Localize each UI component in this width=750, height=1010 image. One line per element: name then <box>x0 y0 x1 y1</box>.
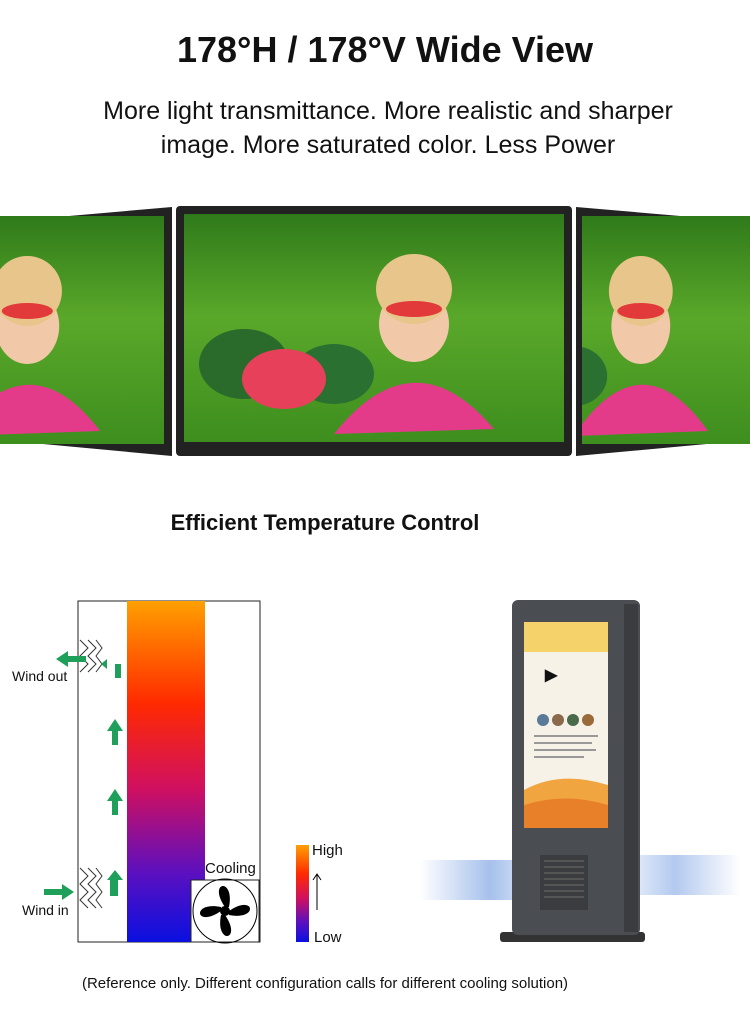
high-label: High <box>312 842 343 859</box>
displays <box>0 206 750 456</box>
cooling-label: Cooling <box>205 860 256 877</box>
subtitle-line: More light transmittance. More realistic… <box>103 97 673 125</box>
cooling-diagram: Wind out Wind in Cooling High Low <box>12 600 343 946</box>
kiosk-illustration: ▶ <box>420 600 740 942</box>
low-label: Low <box>314 929 342 946</box>
svg-text:▶: ▶ <box>544 667 558 684</box>
subtitle-line: image. More saturated color. Less Power <box>161 131 615 159</box>
wind-in-label: Wind in <box>22 902 69 918</box>
footnote: (Reference only. Different configuration… <box>82 975 568 992</box>
section-title: Efficient Temperature Control <box>171 510 480 535</box>
wind-out-label: Wind out <box>12 668 67 684</box>
title: 178°H / 178°V Wide View <box>177 29 594 70</box>
